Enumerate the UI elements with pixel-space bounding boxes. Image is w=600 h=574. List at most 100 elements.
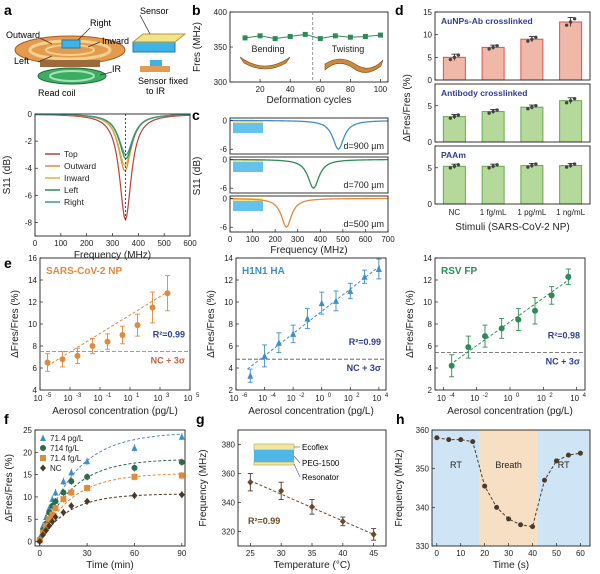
e-panel-title: RSV FP xyxy=(441,266,477,277)
d-data-point xyxy=(491,164,495,168)
a-plot-frame xyxy=(34,113,191,237)
e-data-point xyxy=(164,290,171,297)
c-x-tick-label: 300 xyxy=(291,235,305,244)
e-r2-label: R²=0.98 xyxy=(548,331,580,341)
c-series xyxy=(229,197,389,229)
e-x-tick-label-exp: 4 xyxy=(385,393,389,399)
e-data-point xyxy=(74,352,81,359)
b-x-tick-label: 40 xyxy=(286,85,295,94)
b-x-tick-label: 60 xyxy=(316,85,325,94)
h-y-tick-label: 360 xyxy=(416,426,430,435)
b-y-tick-label: 350 xyxy=(214,43,228,52)
e-data-point xyxy=(44,359,51,366)
a-ylabel: S11 (dB) xyxy=(2,156,13,195)
f-data-point xyxy=(36,538,43,546)
g-y-tick-label: 360 xyxy=(222,470,236,479)
e-data-point xyxy=(89,343,96,349)
f-legend-label: 714 fg/L xyxy=(50,444,79,453)
e-y-tick-label: 12 xyxy=(28,298,37,307)
d-bar xyxy=(559,100,583,143)
e-data-point xyxy=(482,333,488,340)
e-y-tick-label: 8 xyxy=(33,342,38,351)
a-x-tick-label: 100 xyxy=(54,239,68,248)
f-data-point xyxy=(52,488,59,496)
d-data-point xyxy=(487,47,491,51)
f-legend-marker xyxy=(40,464,46,472)
e-r2-label: R²=0.99 xyxy=(349,337,381,347)
b-point xyxy=(332,33,338,39)
d-bar xyxy=(520,38,544,81)
g-y-tick-label: 320 xyxy=(222,528,236,537)
d-data-point xyxy=(526,107,530,111)
e-y-tick-label: 10 xyxy=(28,320,37,329)
c-x-tick-label: 200 xyxy=(268,235,282,244)
f-data-point xyxy=(46,516,53,523)
a-y-tick-label: -8 xyxy=(25,218,33,227)
e-x-tick-label: 10 xyxy=(94,394,103,403)
f-data-point xyxy=(60,496,67,503)
h-x-tick-label: 30 xyxy=(504,549,513,558)
h-data-point xyxy=(530,524,536,530)
e-x-tick-label: 10 xyxy=(230,394,239,403)
e-nc-label: NC + 3σ xyxy=(151,356,185,366)
f-data-point xyxy=(49,517,56,525)
e-data-point xyxy=(275,339,282,346)
h-y-tick-label: 340 xyxy=(416,503,430,512)
h-data-point xyxy=(482,483,488,489)
e-y-tick-label: 10 xyxy=(423,298,432,307)
b-x-tick-label: 20 xyxy=(256,85,265,94)
f-data-point xyxy=(46,504,53,512)
g-ylabel: Frequency (MHz) xyxy=(198,449,209,526)
d-data-point xyxy=(491,109,495,114)
h-x-tick-label: 10 xyxy=(456,549,465,558)
f-data-point xyxy=(84,497,91,505)
leader-inward xyxy=(87,41,101,48)
layer-ecoflex xyxy=(253,443,295,451)
e-data-point xyxy=(532,307,538,314)
sensor-chip-small xyxy=(61,39,81,49)
e-x-tick-label-exp: -1 xyxy=(106,393,112,399)
d-data-point xyxy=(456,113,461,117)
e-data-point xyxy=(515,316,522,323)
h-region-label: RT xyxy=(450,460,462,470)
e-x-tick-label-exp: 4 xyxy=(583,393,587,399)
e-x-tick-label-exp: -3 xyxy=(76,393,82,399)
b-point xyxy=(242,35,248,41)
c-x-tick-label: 600 xyxy=(359,235,373,244)
e-x-tick-label-exp: -5 xyxy=(46,393,52,399)
d-ylabel: ΔFres/Fres (%) xyxy=(402,74,413,142)
e-x-tick-label: 10 xyxy=(570,394,579,403)
d-subplot-title: PAAm xyxy=(441,150,466,160)
f-data-point xyxy=(49,511,56,518)
h-data-point xyxy=(565,452,571,458)
f-x-tick-label: 30 xyxy=(83,549,92,558)
d-category-label: 1 ng/mL xyxy=(556,208,585,217)
a-legend-label: Left xyxy=(64,185,79,195)
read-coil-lead xyxy=(40,60,100,67)
c-device-layer xyxy=(233,159,263,162)
e-x-tick-label-exp: 2 xyxy=(549,393,553,399)
label-right: Right xyxy=(90,18,112,28)
e-y-tick-label: 4 xyxy=(428,364,433,373)
d-data-point xyxy=(452,55,457,60)
layer-label-peg: PEG-1500 xyxy=(302,459,340,468)
ir-coil-ring xyxy=(49,70,95,82)
f-data-point xyxy=(60,489,67,496)
f-data-point xyxy=(68,502,75,510)
f-data-point xyxy=(68,468,75,476)
e-data-point xyxy=(261,352,268,359)
label-sensor: Sensor xyxy=(140,6,169,16)
e-data-point xyxy=(448,362,455,369)
label-sensor-fixed-2: to IR xyxy=(146,86,166,96)
d-data-point xyxy=(572,17,577,21)
c-y-tick-label: -6 xyxy=(220,145,228,154)
e-data-point xyxy=(318,299,325,307)
c-x-tick-label: 400 xyxy=(314,235,328,244)
h-data-point xyxy=(506,516,512,522)
f-data-point xyxy=(52,505,59,512)
c-subplot-label: d=500 µm xyxy=(344,219,384,229)
e-x-tick-label-exp: -4 xyxy=(449,393,455,399)
f-ylabel: ΔFres/Fres (%) xyxy=(4,454,15,522)
a-xlabel: Frequency (MHz) xyxy=(74,250,151,261)
